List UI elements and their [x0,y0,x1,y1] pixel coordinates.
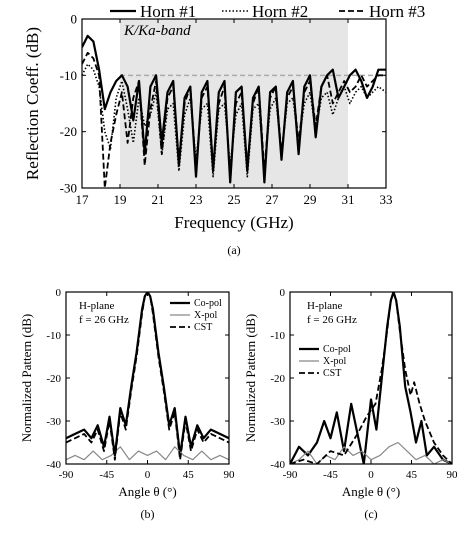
x-tick-label: 27 [266,192,280,207]
panel-label: (c) [364,507,377,521]
legend-label: Horn #2 [252,2,308,21]
y-tick-label: -10 [60,68,77,83]
x-tick-label: 25 [228,192,241,207]
x-tick-label: 90 [224,469,236,481]
x-tick-label: -90 [59,469,74,481]
x-tick-label: 19 [114,192,127,207]
legend-label: Horn #1 [140,2,196,21]
y-tick-label: 0 [56,287,62,299]
x-axis-label: Angle θ (°) [118,484,176,499]
chart-panel-1: -90 -45 0 45 90 0 -10 -20 -30 -40 Angle θ (°) Norma… [19,287,235,521]
series-line-co-pol [66,292,229,457]
band-shading [120,19,348,188]
y-axis-label: Reflection Coeff. (dB) [23,27,42,180]
x-axis-label: Frequency (GHz) [174,213,293,232]
freq-label: f = 26 GHz [79,314,129,326]
legend-label: CST [323,368,341,379]
x-axis-label: Angle θ (°) [342,484,400,499]
x-tick-label: 45 [183,469,195,481]
x-tick-label: 33 [380,192,393,207]
series-line-horn-3 [82,51,386,188]
x-tick-label: 45 [406,469,418,481]
series-line-cst [290,292,452,464]
y-tick-label: -30 [46,416,61,428]
y-tick-label: -20 [270,373,285,385]
y-tick-label: -20 [46,373,61,385]
x-tick-label: 29 [304,192,317,207]
plane-label: H-plane [307,300,343,312]
series-line-cst [66,292,229,461]
x-tick-label: -45 [99,469,114,481]
legend-label: CST [194,322,212,333]
x-tick-label: 21 [152,192,165,207]
series-line-co-pol [290,292,452,464]
y-tick-label: -10 [46,330,61,342]
panel-label: (b) [141,507,155,521]
x-tick-label: -45 [323,469,338,481]
plane-label: H-plane [79,300,115,312]
y-tick-label: -10 [270,330,285,342]
x-tick-label: -90 [283,469,298,481]
x-tick-label: 31 [342,192,355,207]
band-label: K/Ka-band [123,23,191,39]
x-tick-label: 0 [368,469,374,481]
y-axis-label: Normalized Pattern (dB) [243,314,258,443]
series-line-x-pol [66,446,229,461]
x-tick-label: 90 [447,469,459,481]
legend-label: Horn #3 [369,2,425,21]
y-axis-label: Normalized Pattern (dB) [19,314,34,443]
y-tick-label: -30 [60,181,77,196]
y-tick-label: -40 [270,459,285,471]
x-tick-label: 17 [76,192,90,207]
y-tick-label: -30 [270,416,285,428]
chart-panel-2: -90 -45 0 45 90 0 -10 -20 -30 -40 Angle θ (°) Norma… [243,287,458,521]
chart-panel-0: K/Ka-band 17 19 21 23 25 27 29 31 33 0 -10 -20 -30 Fre… [23,2,425,257]
freq-label: f = 26 GHz [307,314,357,326]
series-line-x-pol [290,441,452,464]
legend-label: X-pol [323,356,347,367]
x-tick-label: 0 [145,469,151,481]
y-tick-label: 0 [71,12,78,27]
legend-label: Co-pol [323,344,351,355]
panel-label: (a) [227,243,240,257]
y-tick-label: -40 [46,459,61,471]
y-tick-label: -20 [60,124,77,139]
y-tick-label: 0 [280,287,286,299]
x-tick-label: 23 [190,192,203,207]
legend-label: X-pol [194,310,218,321]
legend-label: Co-pol [194,298,222,309]
